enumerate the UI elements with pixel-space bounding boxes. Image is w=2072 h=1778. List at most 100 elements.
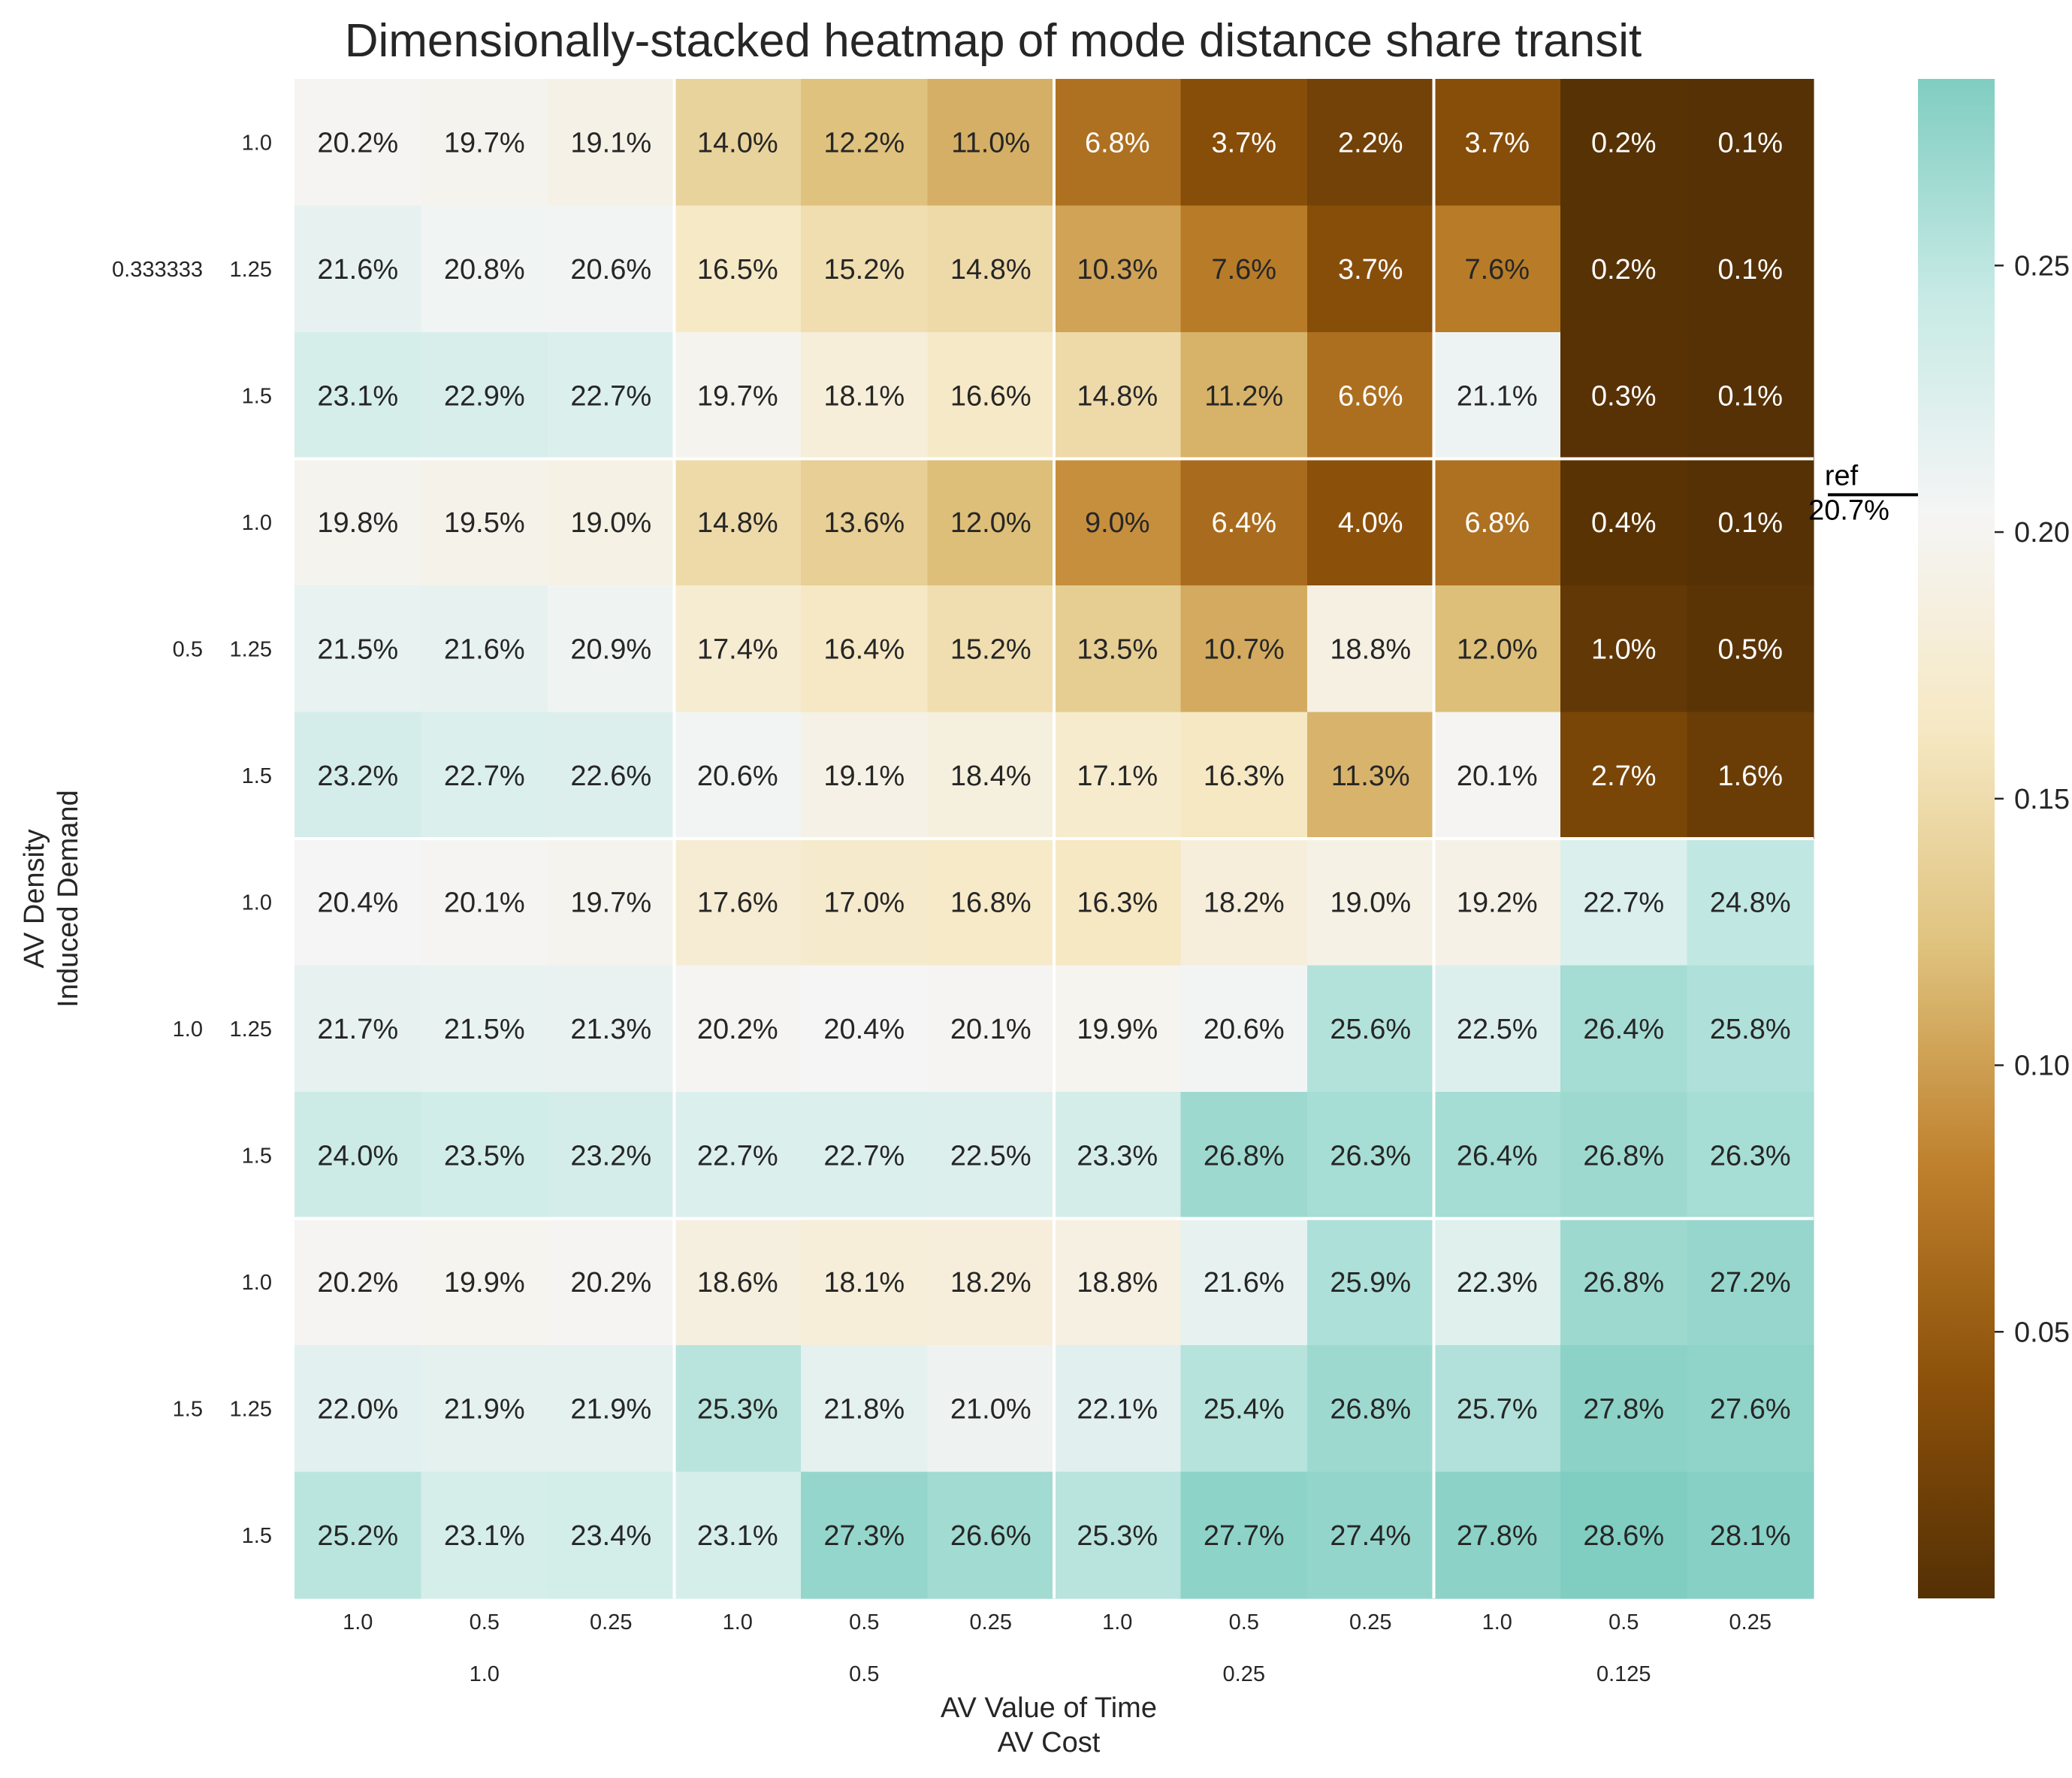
heatmap-cell [674,712,802,839]
heatmap-cell [294,1345,422,1473]
x-inner-tick-label: 0.5 [1608,1610,1639,1634]
x-axis-label-line1: AV Value of Time [941,1692,1157,1724]
heatmap-cell [1560,79,1688,207]
cell-value-label: 0.3% [1591,380,1657,412]
cell-value-label: 19.7% [570,887,651,918]
heatmap-cell [294,839,422,966]
heatmap-cell [1307,1471,1435,1599]
cell-value-label: 15.2% [950,633,1031,665]
cell-value-label: 23.1% [444,1520,525,1552]
cell-value-label: 25.6% [1330,1014,1411,1045]
cell-value-label: 19.8% [317,507,398,539]
y-inner-tick-label: 1.0 [242,1271,272,1295]
heatmap-cell [1687,1092,1814,1220]
cell-value-label: 23.1% [697,1520,778,1552]
cell-value-label: 19.0% [1330,887,1411,918]
heatmap-cell [801,839,929,966]
x-outer-tick-label: 0.5 [849,1662,879,1686]
heatmap-cell [1687,965,1814,1093]
cell-value-label: 26.4% [1457,1140,1538,1172]
cell-value-label: 22.5% [1457,1014,1538,1045]
cell-value-labels: 20.2% 19.7% 19.1% 14.0% 12.2% 11.0% 6.8% 3.7% 2.… [317,127,1790,1552]
heatmap-cell [927,79,1055,207]
heatmap-cell [1560,712,1688,839]
cell-value-label: 16.4% [823,633,905,665]
cell-value-label: 20.6% [1204,1014,1285,1045]
cell-value-label: 21.6% [1204,1267,1285,1299]
heatmap-cell [1054,1471,1182,1599]
heatmap-cell [1687,1345,1814,1473]
cell-value-label: 21.5% [444,1014,525,1045]
cell-value-label: 15.2% [823,254,905,286]
heatmap-cell [801,458,929,586]
cell-value-label: 21.1% [1457,380,1538,412]
heatmap-cell [801,332,929,460]
cell-value-label: 11.0% [951,127,1030,159]
heatmap-cell [1560,585,1688,713]
cell-value-label: 26.8% [1583,1140,1664,1172]
cell-value-label: 25.3% [697,1393,778,1425]
cell-value-label: 20.6% [570,254,651,286]
cell-value-label: 6.8% [1464,507,1530,539]
heatmap-cell [1180,79,1308,207]
cell-value-label: 16.6% [950,380,1031,412]
y-inner-tick-label: 1.25 [230,637,272,661]
cell-value-label: 21.9% [570,1393,651,1425]
heatmap-cell [674,1092,802,1220]
heatmap-cell [674,1471,802,1599]
cell-value-label: 22.9% [444,380,525,412]
heatmap-cell [1560,1345,1688,1473]
heatmap-cell [1180,205,1308,333]
heatmap-cell [1054,79,1182,207]
cell-value-label: 20.2% [570,1267,651,1299]
cell-value-label: 11.2% [1204,380,1283,412]
cell-value-label: 19.1% [570,127,651,159]
heatmap-cell [294,205,422,333]
cell-value-label: 17.4% [697,633,778,665]
cell-value-label: 3.7% [1464,127,1530,159]
heatmap-cell [1687,1471,1814,1599]
cell-value-label: 27.8% [1457,1520,1538,1552]
cell-value-label: 18.1% [823,1267,905,1299]
heatmap-cell [548,585,675,713]
heatmap-cell [1433,965,1561,1093]
heatmap-cell [548,965,675,1093]
x-axis-label-line2: AV Cost [998,1727,1101,1758]
cell-value-label: 19.2% [1457,887,1538,918]
heatmap-cell [1180,712,1308,839]
cell-value-label: 14.8% [950,254,1031,286]
y-axis-label-line1: AV Density [19,829,50,968]
colorbar [1918,79,1995,1598]
heatmap-cell [1054,1092,1182,1220]
heatmap-cell [1307,1218,1435,1346]
heatmap-cell [1687,205,1814,333]
colorbar-tick-label: 0.25 [2014,250,2070,282]
cell-value-label: 6.8% [1085,127,1150,159]
heatmap-cell [1433,205,1561,333]
cell-value-label: 18.2% [950,1267,1031,1299]
cell-value-label: 18.6% [697,1267,778,1299]
cell-value-label: 23.2% [317,760,398,792]
cell-value-label: 28.6% [1583,1520,1664,1552]
heatmap-cell [1307,332,1435,460]
heatmap-cell [548,1345,675,1473]
y-outer-tick-label: 1.0 [173,1018,203,1042]
heatmap-cell [421,839,548,966]
y-outer-tick-label: 1.5 [173,1397,203,1421]
y-inner-tick-label: 1.5 [242,1144,272,1168]
cell-value-label: 19.7% [697,380,778,412]
heatmap-cell [1054,332,1182,460]
cell-value-label: 22.7% [570,380,651,412]
heatmap-cell [1560,332,1688,460]
cell-value-label: 18.4% [950,760,1031,792]
x-axis-tick-labels: 1.0 0.5 0.25 1.0 0.5 0.25 1.0 0.5 0.25 1.0 0.5 0.25… [343,1610,1771,1686]
heatmap-cell [1307,839,1435,966]
x-inner-tick-label: 0.5 [1229,1610,1259,1634]
cell-value-label: 25.9% [1330,1267,1411,1299]
heatmap-cell [801,1345,929,1473]
y-inner-tick-label: 1.25 [230,1397,272,1421]
cell-value-label: 25.3% [1077,1520,1158,1552]
cell-value-label: 19.5% [444,507,525,539]
heatmap-cell [421,585,548,713]
heatmap-cell [801,712,929,839]
